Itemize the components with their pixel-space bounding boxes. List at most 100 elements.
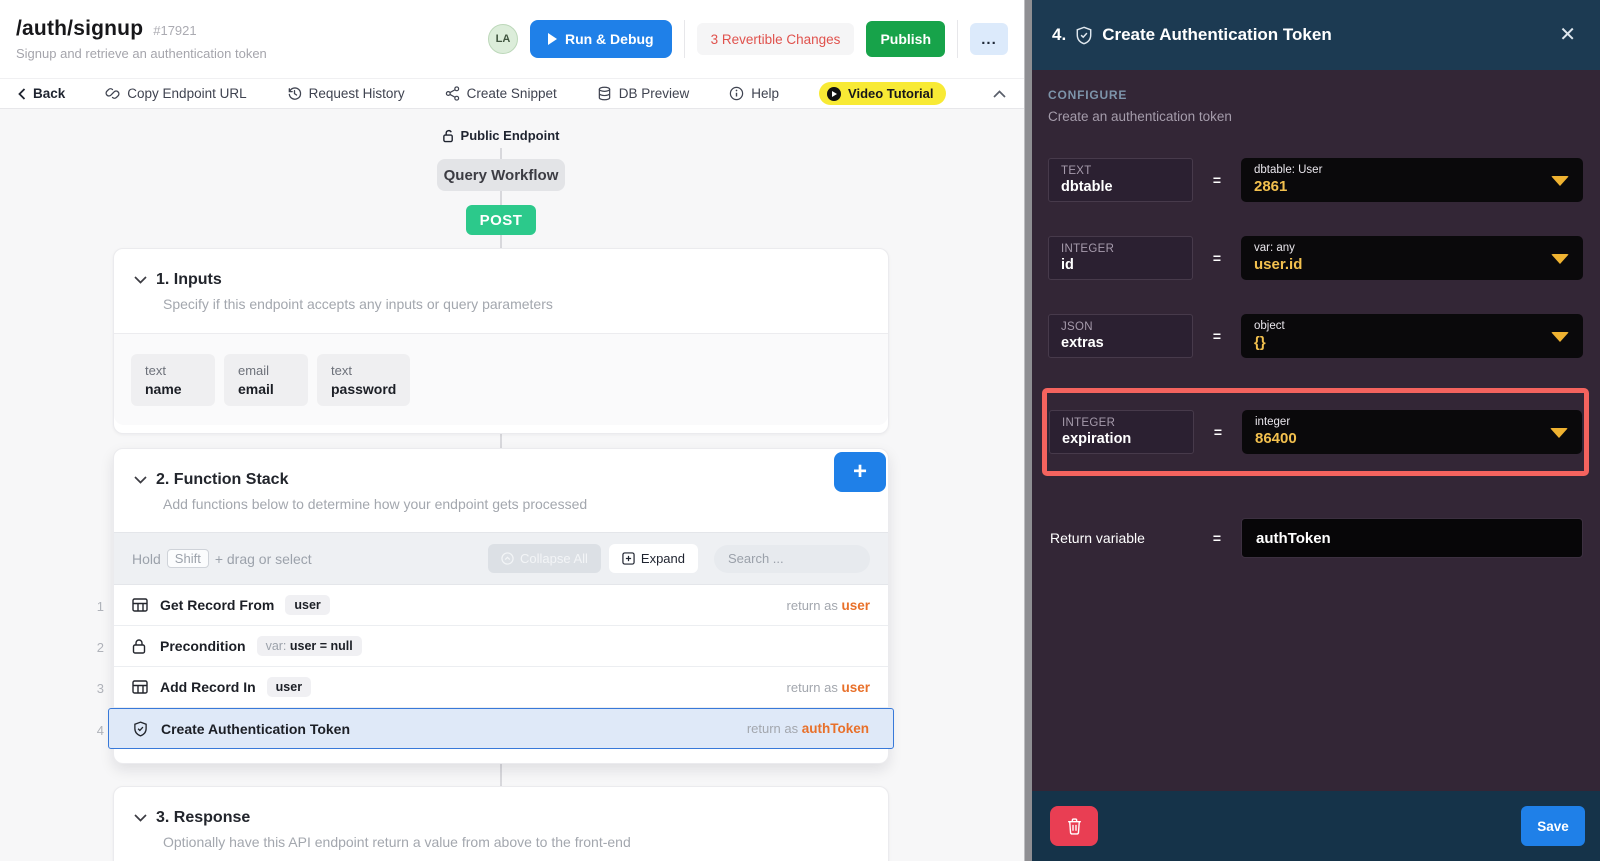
value-type: integer	[1255, 416, 1291, 428]
config-panel-title: Create Authentication Token	[1102, 25, 1332, 44]
inputs-subtitle: Specify if this endpoint accepts any inp…	[163, 296, 553, 312]
field-row-expiration: INTEGER expiration = integer 86400	[1049, 410, 1582, 454]
http-method-badge[interactable]: POST	[466, 205, 536, 235]
value: 86400	[1255, 430, 1297, 447]
configure-label: CONFIGURE	[1048, 88, 1128, 102]
table-icon	[132, 679, 149, 695]
save-button[interactable]: Save	[1521, 806, 1585, 846]
field-type: JSON	[1061, 321, 1093, 333]
query-workflow-badge[interactable]: Query Workflow	[437, 159, 565, 191]
equals-sign: =	[1212, 328, 1222, 344]
stack-row-add-record-in[interactable]: Add Record In user return as user	[114, 667, 888, 708]
run-debug-button[interactable]: Run & Debug	[529, 20, 672, 58]
revertible-changes-button[interactable]: 3 Revertible Changes	[696, 23, 855, 55]
stack-row-precondition[interactable]: Precondition var: user = null	[114, 626, 888, 667]
config-panel-header: 4. Create Authentication Token ✕	[1032, 0, 1600, 70]
db-preview-label: DB Preview	[618, 86, 690, 101]
field-label: INTEGER id	[1048, 236, 1193, 280]
hold-rest-label: + drag or select	[214, 550, 312, 567]
search-input[interactable]	[714, 544, 870, 573]
page-title: /auth/signup	[16, 17, 144, 40]
function-stack-header[interactable]: 2. Function Stack	[134, 471, 868, 489]
field-name: id	[1061, 257, 1074, 273]
highlight-border: INTEGER expiration = integer 86400	[1042, 388, 1589, 476]
delete-function-button[interactable]	[1050, 806, 1098, 846]
play-circle-icon	[827, 86, 842, 101]
info-icon	[730, 86, 744, 101]
play-icon	[547, 33, 557, 45]
stack-row-create-auth-token[interactable]: Create Authentication Token return as au…	[108, 708, 894, 749]
copy-endpoint-url-label: Copy Endpoint URL	[127, 86, 247, 101]
back-label: Back	[33, 86, 66, 101]
add-function-button[interactable]: +	[834, 452, 886, 492]
help-button[interactable]: Help	[729, 86, 779, 101]
chevron-down-icon	[134, 814, 147, 822]
response-subtitle: Optionally have this API endpoint return…	[163, 834, 631, 850]
function-stack-toolbar: Hold Shift + drag or select Collapse All…	[114, 532, 888, 585]
config-panel-footer: Save	[1032, 791, 1600, 861]
stack-row-title: Create Authentication Token	[161, 720, 351, 737]
workflow-canvas: Public Endpoint Query Workflow POST 1 2 …	[0, 110, 1024, 861]
chevron-up-icon	[993, 89, 1006, 98]
copy-endpoint-url-button[interactable]: Copy Endpoint URL	[105, 86, 247, 101]
function-stack-title: 2. Function Stack	[156, 471, 289, 488]
publish-button[interactable]: Publish	[866, 21, 945, 57]
collapse-toolbar-button[interactable]	[993, 89, 1006, 98]
config-panel-body: CONFIGURE Create an authentication token…	[1032, 70, 1600, 791]
request-history-label: Request History	[308, 86, 405, 101]
chevron-down-icon	[134, 476, 147, 484]
window-divider[interactable]	[1024, 0, 1032, 861]
stack-row-return: return as authToken	[746, 721, 869, 736]
field-value-dropdown[interactable]: integer 86400	[1242, 410, 1582, 454]
stack-row-title: Precondition	[160, 638, 246, 654]
back-button[interactable]: Back	[18, 86, 65, 101]
equals-sign: =	[1212, 250, 1222, 266]
field-type: INTEGER	[1062, 417, 1116, 429]
input-type: text	[145, 362, 166, 378]
dropdown-caret-icon	[1551, 254, 1569, 264]
collapse-all-button[interactable]: Collapse All	[487, 544, 601, 573]
return-variable-row: Return variable =	[1048, 518, 1583, 558]
collapse-all-label: Collapse All	[519, 551, 588, 566]
field-label: JSON extras	[1048, 314, 1193, 358]
field-name: extras	[1061, 335, 1104, 351]
shield-check-icon	[1076, 26, 1092, 44]
field-value-dropdown[interactable]: dbtable: User 2861	[1241, 158, 1583, 202]
endpoint-toolbar: Back Copy Endpoint URL Request History C…	[0, 78, 1024, 109]
video-tutorial-button[interactable]: Video Tutorial	[819, 82, 946, 105]
function-stack-section: + 2. Function Stack Add functions below …	[108, 448, 894, 764]
input-chip-email[interactable]: email email	[224, 353, 308, 406]
divider	[957, 20, 958, 58]
endpoint-id: #17921	[153, 23, 197, 38]
value-type: object	[1254, 320, 1285, 332]
field-value-dropdown[interactable]: var: any user.id	[1241, 236, 1583, 280]
function-config-panel: 4. Create Authentication Token ✕ CONFIGU…	[1032, 0, 1600, 861]
public-endpoint-badge: Public Endpoint	[0, 128, 1001, 146]
stack-row-number: 1	[96, 599, 104, 614]
return-variable-input[interactable]	[1241, 518, 1583, 558]
input-type: email	[238, 362, 270, 378]
db-preview-button[interactable]: DB Preview	[597, 86, 690, 101]
more-options-button[interactable]: ...	[970, 23, 1008, 55]
field-type: TEXT	[1061, 165, 1092, 177]
divider	[683, 20, 685, 58]
field-value-dropdown[interactable]: object {}	[1241, 314, 1583, 358]
avatar[interactable]: LA	[487, 24, 518, 54]
close-icon[interactable]: ✕	[1559, 24, 1576, 46]
request-history-button[interactable]: Request History	[287, 86, 405, 101]
stack-row-title: Get Record From	[160, 597, 275, 613]
run-debug-label: Run & Debug	[564, 31, 654, 47]
input-name: name	[145, 380, 182, 397]
hold-shift-hint: Hold Shift + drag or select	[132, 549, 312, 568]
input-chip-password[interactable]: text password	[317, 353, 411, 406]
endpoint-editor: /auth/signup #17921 Signup and retrieve …	[0, 0, 1024, 861]
response-section-header[interactable]: 3. Response	[134, 809, 868, 827]
inputs-list: text name email email text password	[114, 333, 888, 425]
create-snippet-button[interactable]: Create Snippet	[445, 86, 557, 101]
page-header: /auth/signup #17921 Signup and retrieve …	[0, 0, 1024, 78]
expand-button[interactable]: Expand	[608, 544, 698, 573]
chevron-down-icon	[134, 276, 147, 284]
input-chip-name[interactable]: text name	[131, 353, 215, 406]
inputs-section-header[interactable]: 1. Inputs	[134, 271, 868, 289]
stack-row-get-record-from[interactable]: Get Record From user return as user	[114, 585, 888, 626]
